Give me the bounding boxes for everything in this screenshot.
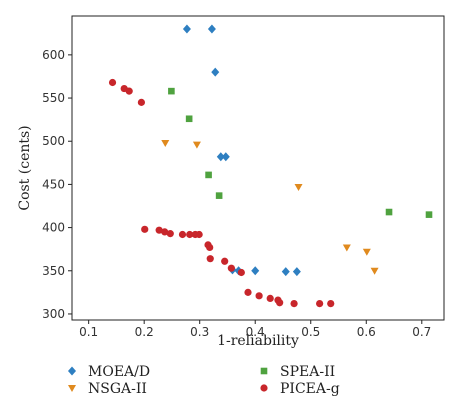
x-tick-label: 0.6 (357, 325, 376, 339)
point-picea-g (137, 98, 146, 106)
point-picea-g (227, 264, 235, 272)
point-spea-ii (205, 171, 212, 179)
point-moea-d (281, 267, 290, 277)
x-axis-label: 1-reliability (217, 333, 299, 349)
y-tick-label: 350 (42, 264, 65, 278)
legend-label-nsga-ii: NSGA-II (88, 381, 147, 397)
legend-label-picea-g: PICEA-g (280, 381, 340, 397)
x-axis: 0.1 0.2 0.3 0.4 0.5 0.6 0.7 (79, 320, 431, 339)
point-moea-d (216, 152, 225, 162)
x-tick-label: 0.7 (412, 325, 431, 339)
legend-marker-nsga-ii (68, 385, 76, 392)
x-tick-label: 0.1 (79, 325, 98, 339)
point-picea-g (195, 230, 203, 239)
point-picea-g (237, 268, 245, 277)
point-picea-g (161, 228, 169, 236)
point-picea-g (206, 255, 214, 263)
legend-label-moea-d: MOEA/D (88, 364, 150, 380)
point-moea-d (207, 24, 216, 34)
plot-frame (71, 15, 445, 321)
point-moea-d (211, 67, 220, 77)
y-tick-label: 600 (42, 48, 65, 62)
point-picea-g (316, 299, 324, 308)
legend-marker-moea-d (68, 366, 76, 376)
point-spea-ii (385, 208, 393, 216)
point-nsga-ii (294, 184, 303, 191)
y-axis: 300 350 400 450 500 550 600 (42, 48, 72, 321)
y-tick-label: 400 (42, 221, 65, 235)
point-spea-ii (425, 211, 433, 218)
data-points (108, 24, 433, 308)
point-moea-d (182, 24, 191, 34)
y-tick-label: 450 (42, 177, 65, 191)
legend-label-spea-ii: SPEA-II (280, 364, 335, 380)
point-picea-g (276, 299, 284, 307)
x-tick-label: 0.4 (246, 325, 265, 339)
legend-marker-spea-ii (260, 367, 268, 375)
point-moea-d (221, 152, 230, 162)
point-nsga-ii (342, 244, 351, 252)
point-picea-g (327, 299, 335, 308)
legend-marker-picea-g (260, 384, 268, 392)
point-picea-g (221, 257, 229, 265)
y-tick-label: 300 (42, 307, 65, 321)
x-tick-label: 0.5 (301, 325, 320, 339)
point-picea-g (244, 288, 252, 296)
point-moea-d (292, 267, 301, 277)
point-spea-ii (215, 192, 223, 199)
point-picea-g (108, 78, 117, 87)
point-picea-g (125, 87, 133, 95)
point-nsga-ii (362, 248, 371, 256)
point-picea-g (290, 299, 298, 308)
point-picea-g (155, 226, 163, 234)
point-picea-g (266, 294, 274, 303)
legend: MOEA/D SPEA-II NSGA-II PICEA-g (68, 364, 340, 397)
y-tick-label: 550 (42, 91, 65, 105)
point-picea-g (178, 230, 187, 239)
point-picea-g (141, 225, 149, 233)
point-moea-d (251, 266, 260, 276)
point-nsga-ii (161, 139, 170, 147)
point-spea-ii (185, 115, 193, 123)
y-tick-label: 500 (42, 134, 65, 148)
point-picea-g (166, 230, 174, 238)
y-axis-label: Cost (cents) (17, 125, 33, 210)
point-picea-g (206, 243, 214, 252)
point-nsga-ii (370, 267, 379, 275)
point-spea-ii (168, 87, 175, 95)
point-picea-g (255, 292, 263, 300)
x-tick-label: 0.2 (135, 325, 154, 339)
point-nsga-ii (192, 141, 201, 149)
x-tick-label: 0.3 (190, 325, 209, 339)
point-picea-g (186, 230, 194, 239)
